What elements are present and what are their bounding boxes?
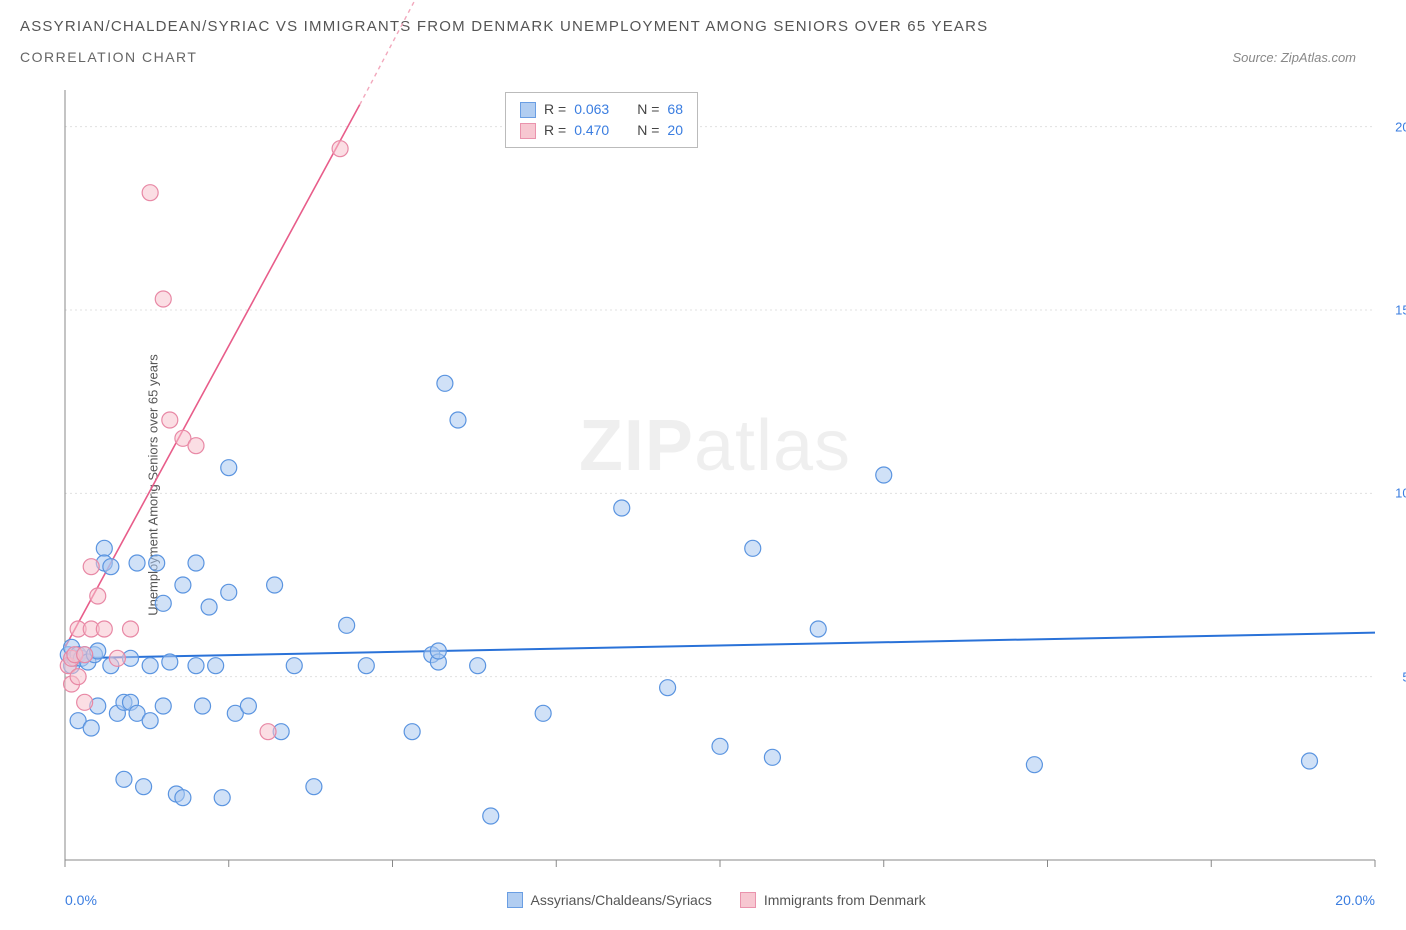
stats-row-pink: R = 0.470 N = 20 (520, 120, 683, 141)
chart-title: ASSYRIAN/CHALDEAN/SYRIAC VS IMMIGRANTS F… (20, 18, 1386, 35)
x-max-label: 20.0% (1335, 892, 1375, 908)
y-tick-label: 5.0% (1402, 669, 1406, 684)
source-label: Source: ZipAtlas.com (1232, 50, 1356, 65)
swatch-blue (520, 102, 536, 118)
scatter-plot (65, 90, 1375, 860)
legend-label-pink: Immigrants from Denmark (764, 892, 926, 908)
swatch-pink (520, 123, 536, 139)
x-min-label: 0.0% (65, 892, 97, 908)
n-label: N = (637, 99, 659, 120)
legend-swatch-blue (507, 892, 523, 908)
n-value-pink: 20 (667, 120, 683, 141)
chart-header: ASSYRIAN/CHALDEAN/SYRIAC VS IMMIGRANTS F… (0, 0, 1406, 65)
r-value-blue: 0.063 (574, 99, 609, 120)
subtitle-row: CORRELATION CHART Source: ZipAtlas.com (20, 49, 1386, 65)
legend-label-blue: Assyrians/Chaldeans/Syriacs (531, 892, 712, 908)
chart-subtitle: CORRELATION CHART (20, 49, 197, 65)
r-label: R = (544, 120, 566, 141)
stats-legend: R = 0.063 N = 68 R = 0.470 N = 20 (505, 92, 698, 148)
y-tick-label: 15.0% (1395, 303, 1406, 318)
y-tick-label: 10.0% (1395, 486, 1406, 501)
n-label: N = (637, 120, 659, 141)
legend-item-pink: Immigrants from Denmark (740, 892, 926, 908)
y-tick-label: 20.0% (1395, 119, 1406, 134)
n-value-blue: 68 (667, 99, 683, 120)
stats-row-blue: R = 0.063 N = 68 (520, 99, 683, 120)
r-value-pink: 0.470 (574, 120, 609, 141)
legend-item-blue: Assyrians/Chaldeans/Syriacs (507, 892, 712, 908)
series-legend: Assyrians/Chaldeans/Syriacs Immigrants f… (507, 892, 926, 908)
legend-swatch-pink (740, 892, 756, 908)
x-axis-row: 0.0% Assyrians/Chaldeans/Syriacs Immigra… (65, 892, 1375, 908)
r-label: R = (544, 99, 566, 120)
chart-area: Unemployment Among Seniors over 65 years… (50, 90, 1380, 880)
